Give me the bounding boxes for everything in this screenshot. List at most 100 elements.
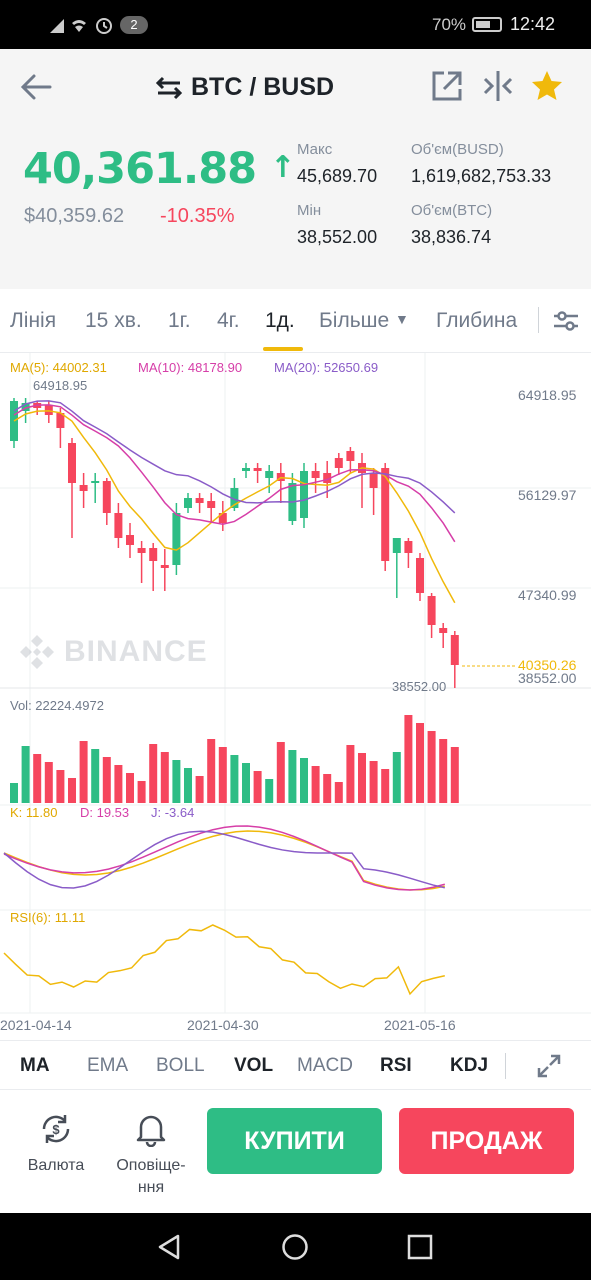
indicator-kdj[interactable]: KDJ bbox=[450, 1055, 489, 1076]
tab-depth[interactable]: Глибина bbox=[436, 309, 518, 332]
volume-bar bbox=[276, 742, 285, 803]
candle-body bbox=[102, 481, 111, 513]
price-up-arrow-icon: ↑ bbox=[270, 150, 295, 185]
candle-body bbox=[230, 488, 239, 508]
indicator-ma[interactable]: MA bbox=[20, 1055, 50, 1076]
kdj-d-legend: D: 19.53 bbox=[80, 805, 130, 820]
volume-bar bbox=[102, 757, 111, 803]
candle-body bbox=[137, 548, 146, 553]
active-tab-indicator bbox=[263, 347, 303, 351]
candle-body bbox=[450, 635, 459, 665]
last-price: 40,361.88 ↑ bbox=[23, 144, 295, 194]
trading-pair-selector[interactable]: BTC / BUSD bbox=[155, 73, 334, 102]
candle-body bbox=[218, 513, 227, 523]
volume-legend: Vol: 22224.4972 bbox=[10, 698, 104, 713]
volume-bar bbox=[184, 768, 192, 803]
indicator-ema[interactable]: EMA bbox=[87, 1055, 129, 1076]
fullscreen-expand-icon[interactable] bbox=[536, 1053, 562, 1079]
bell-alert-icon[interactable] bbox=[133, 1111, 169, 1147]
volume-bar bbox=[160, 752, 169, 803]
binance-watermark: BINANCE bbox=[18, 633, 208, 671]
tab-1h[interactable]: 1г. bbox=[168, 309, 191, 332]
tab-divider bbox=[538, 307, 539, 333]
volume-bar bbox=[369, 761, 378, 803]
kdj-d-line bbox=[3, 825, 445, 891]
indicator-divider bbox=[505, 1053, 506, 1079]
chart-canvas[interactable] bbox=[0, 353, 591, 1033]
tab-4h[interactable]: 4г. bbox=[217, 309, 240, 332]
binance-logo-icon bbox=[20, 635, 54, 669]
tab-1d[interactable]: 1д. bbox=[265, 309, 295, 332]
nav-back-icon[interactable] bbox=[156, 1233, 182, 1261]
volume-bar bbox=[56, 770, 65, 803]
y-axis-label: 38552.00 bbox=[518, 670, 577, 686]
candle-body bbox=[172, 513, 181, 565]
candle-body bbox=[149, 548, 158, 561]
volume-bar bbox=[68, 778, 76, 803]
sell-button[interactable]: ПРОДАЖ bbox=[399, 1108, 574, 1174]
y-axis-label: 64918.95 bbox=[518, 387, 577, 403]
chart-high-marker: 64918.95 bbox=[33, 378, 88, 393]
alerts-label[interactable]: Оповіще- ння bbox=[116, 1157, 186, 1196]
rsi-line bbox=[3, 924, 445, 996]
candle-body bbox=[300, 471, 308, 518]
ma10-legend: MA(10): 48178.90 bbox=[138, 360, 243, 375]
kdj-k-line bbox=[3, 830, 445, 891]
volume-bar bbox=[404, 715, 413, 803]
back-arrow-icon[interactable] bbox=[18, 69, 54, 105]
tab-line[interactable]: Лінія bbox=[10, 309, 57, 332]
candle-body bbox=[21, 403, 30, 411]
candle-body bbox=[265, 471, 274, 478]
volume-bar bbox=[242, 763, 250, 803]
pair-label: BTC / BUSD bbox=[191, 73, 335, 101]
price-change: -10.35% bbox=[160, 205, 235, 227]
caret-down-icon: ▼ bbox=[395, 311, 409, 327]
battery-percent: 70% bbox=[432, 15, 467, 34]
indicator-vol[interactable]: VOL bbox=[234, 1055, 274, 1076]
volume-bar bbox=[44, 762, 53, 803]
volume-bar bbox=[137, 781, 146, 803]
volume-bar bbox=[218, 747, 227, 803]
indicator-boll[interactable]: BOLL bbox=[156, 1055, 205, 1076]
volume-bar bbox=[334, 782, 343, 803]
candle-body bbox=[126, 535, 134, 545]
compare-split-icon[interactable] bbox=[481, 69, 515, 103]
candle-body bbox=[114, 513, 123, 538]
tab-more[interactable]: Більше ▼ bbox=[319, 309, 409, 333]
indicator-rsi[interactable]: RSI bbox=[380, 1055, 412, 1076]
tab-15m[interactable]: 15 хв. bbox=[85, 309, 142, 332]
volume-bar bbox=[450, 747, 459, 803]
low-value: 38,552.00 bbox=[297, 227, 378, 247]
buy-button[interactable]: КУПИТИ bbox=[207, 1108, 382, 1174]
x-axis-label: 2021-04-14 bbox=[0, 1017, 72, 1033]
nav-recents-icon[interactable] bbox=[407, 1234, 433, 1260]
share-external-icon[interactable] bbox=[430, 69, 464, 103]
candle-body bbox=[44, 405, 53, 415]
nav-home-icon[interactable] bbox=[281, 1233, 309, 1261]
currency-exchange-icon[interactable]: $ bbox=[38, 1111, 74, 1147]
candle-body bbox=[68, 443, 76, 483]
volume-bar bbox=[416, 723, 424, 803]
notification-badge: 2 bbox=[120, 16, 148, 34]
volume-bar bbox=[114, 765, 123, 803]
volume-bar bbox=[311, 766, 320, 803]
candle-body bbox=[79, 485, 88, 491]
chart-settings-sliders-icon[interactable] bbox=[552, 307, 580, 335]
candle-body bbox=[56, 413, 65, 428]
low-label: Мін bbox=[297, 202, 322, 219]
favorite-star-icon[interactable] bbox=[530, 69, 564, 103]
volume-bar bbox=[253, 771, 262, 803]
battery-icon bbox=[472, 17, 502, 32]
interval-tabs: Лінія 15 хв. 1г. 4г. 1д. Більше ▼ Глибин… bbox=[0, 289, 591, 353]
kline-chart[interactable]: MA(5): 44002.31 MA(10): 48178.90 MA(20):… bbox=[0, 353, 591, 1033]
indicator-macd[interactable]: MACD bbox=[297, 1055, 353, 1076]
candle-body bbox=[253, 468, 262, 471]
volume-bar bbox=[288, 750, 297, 803]
volume-bar bbox=[21, 746, 30, 803]
volume-btc-label: Об'єм(BTC) bbox=[411, 202, 493, 219]
currency-label[interactable]: Валюта bbox=[27, 1157, 85, 1174]
candle-body bbox=[392, 538, 401, 553]
volume-bar bbox=[79, 741, 88, 803]
volume-bar bbox=[265, 779, 274, 803]
y-axis-label: 47340.99 bbox=[518, 587, 577, 603]
